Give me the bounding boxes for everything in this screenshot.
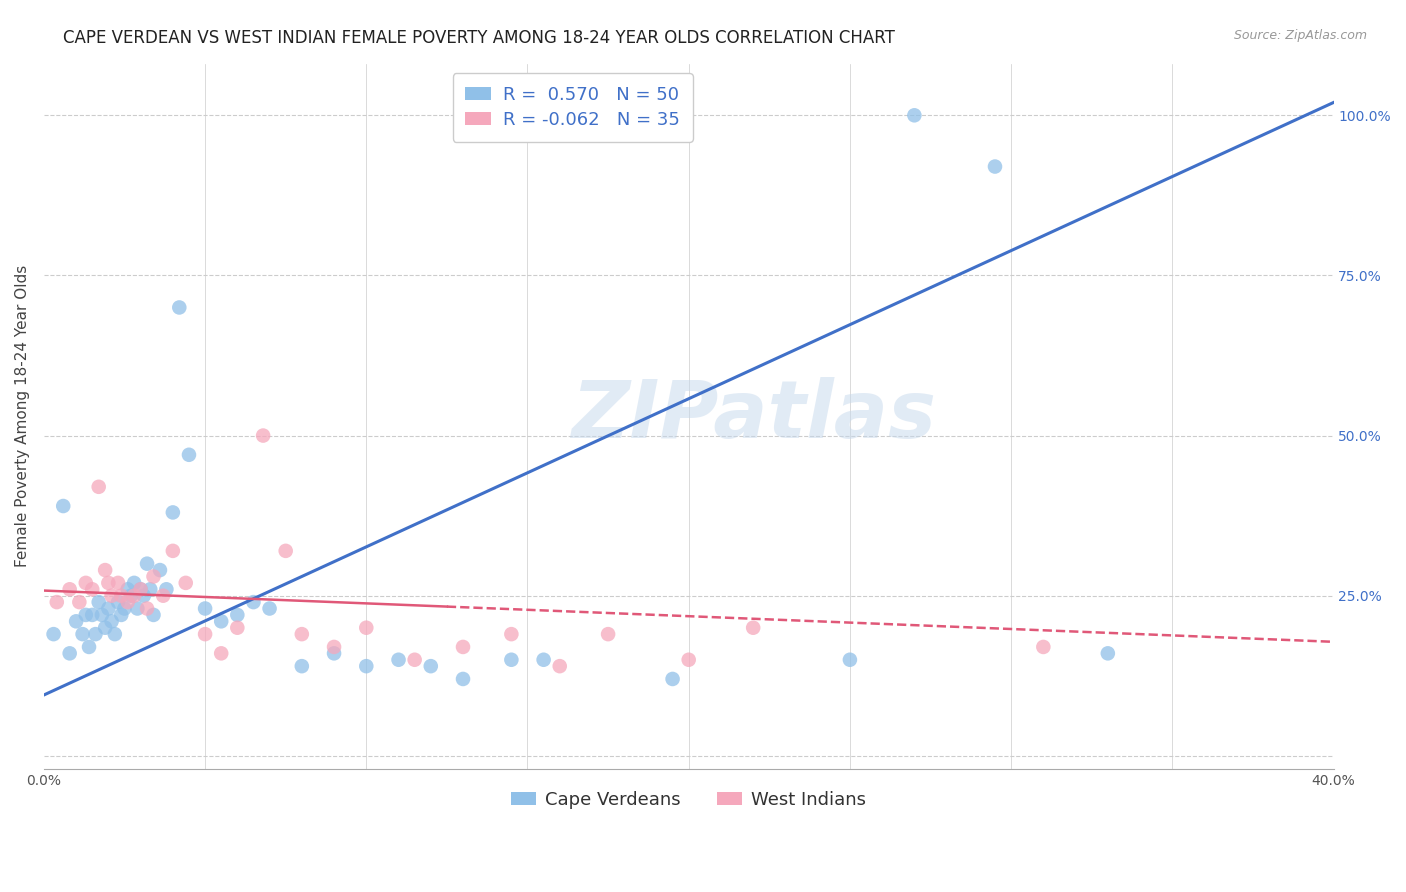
Point xyxy=(259,601,281,615)
Point xyxy=(136,557,159,571)
Point xyxy=(59,646,82,660)
Point xyxy=(419,659,441,673)
Point xyxy=(162,505,184,519)
Point xyxy=(598,627,620,641)
Point xyxy=(110,607,132,622)
Point xyxy=(984,160,1007,174)
Point xyxy=(114,601,136,615)
Point xyxy=(122,575,145,590)
Point xyxy=(226,621,249,635)
Point xyxy=(59,582,82,597)
Point xyxy=(404,653,426,667)
Point xyxy=(155,582,177,597)
Point xyxy=(122,589,145,603)
Point xyxy=(139,582,162,597)
Point xyxy=(209,615,232,629)
Point xyxy=(129,582,152,597)
Point xyxy=(94,621,117,635)
Point xyxy=(451,640,474,654)
Point xyxy=(136,601,159,615)
Point xyxy=(42,627,65,641)
Point xyxy=(152,589,174,603)
Point xyxy=(82,607,104,622)
Point xyxy=(291,659,314,673)
Point xyxy=(84,627,107,641)
Point xyxy=(209,646,232,660)
Y-axis label: Female Poverty Among 18-24 Year Olds: Female Poverty Among 18-24 Year Olds xyxy=(15,265,30,567)
Point xyxy=(120,589,142,603)
Point xyxy=(97,575,120,590)
Point xyxy=(82,582,104,597)
Point xyxy=(162,544,184,558)
Point xyxy=(132,589,155,603)
Point xyxy=(194,601,217,615)
Point xyxy=(678,653,700,667)
Point xyxy=(75,607,97,622)
Point xyxy=(107,575,129,590)
Point xyxy=(90,607,112,622)
Point xyxy=(903,108,925,122)
Point xyxy=(501,653,523,667)
Point xyxy=(356,621,378,635)
Point xyxy=(1032,640,1054,654)
Point xyxy=(75,575,97,590)
Point xyxy=(323,646,346,660)
Point xyxy=(169,301,191,315)
Point xyxy=(72,627,94,641)
Point xyxy=(117,595,139,609)
Point xyxy=(149,563,172,577)
Point xyxy=(100,615,122,629)
Text: CAPE VERDEAN VS WEST INDIAN FEMALE POVERTY AMONG 18-24 YEAR OLDS CORRELATION CHA: CAPE VERDEAN VS WEST INDIAN FEMALE POVER… xyxy=(63,29,896,46)
Point xyxy=(387,653,409,667)
Point xyxy=(97,601,120,615)
Point xyxy=(142,569,165,583)
Point xyxy=(838,653,860,667)
Point xyxy=(127,601,149,615)
Text: Source: ZipAtlas.com: Source: ZipAtlas.com xyxy=(1233,29,1367,42)
Point xyxy=(52,499,75,513)
Point xyxy=(77,640,100,654)
Point xyxy=(661,672,683,686)
Point xyxy=(45,595,67,609)
Point xyxy=(548,659,571,673)
Point xyxy=(110,589,132,603)
Point xyxy=(226,607,249,622)
Point xyxy=(174,575,197,590)
Point xyxy=(356,659,378,673)
Point xyxy=(1097,646,1119,660)
Point xyxy=(242,595,264,609)
Point xyxy=(252,428,274,442)
Point xyxy=(501,627,523,641)
Point xyxy=(87,595,110,609)
Point xyxy=(291,627,314,641)
Point xyxy=(87,480,110,494)
Text: ZIPatlas: ZIPatlas xyxy=(571,377,935,455)
Point xyxy=(94,563,117,577)
Point xyxy=(194,627,217,641)
Point xyxy=(129,582,152,597)
Point xyxy=(104,627,127,641)
Point xyxy=(323,640,346,654)
Point xyxy=(177,448,200,462)
Point xyxy=(274,544,297,558)
Point xyxy=(742,621,765,635)
Point xyxy=(142,607,165,622)
Legend: Cape Verdeans, West Indians: Cape Verdeans, West Indians xyxy=(503,783,873,816)
Point xyxy=(100,589,122,603)
Point xyxy=(451,672,474,686)
Point xyxy=(107,595,129,609)
Point xyxy=(67,595,90,609)
Point xyxy=(533,653,555,667)
Point xyxy=(117,582,139,597)
Point xyxy=(65,615,87,629)
